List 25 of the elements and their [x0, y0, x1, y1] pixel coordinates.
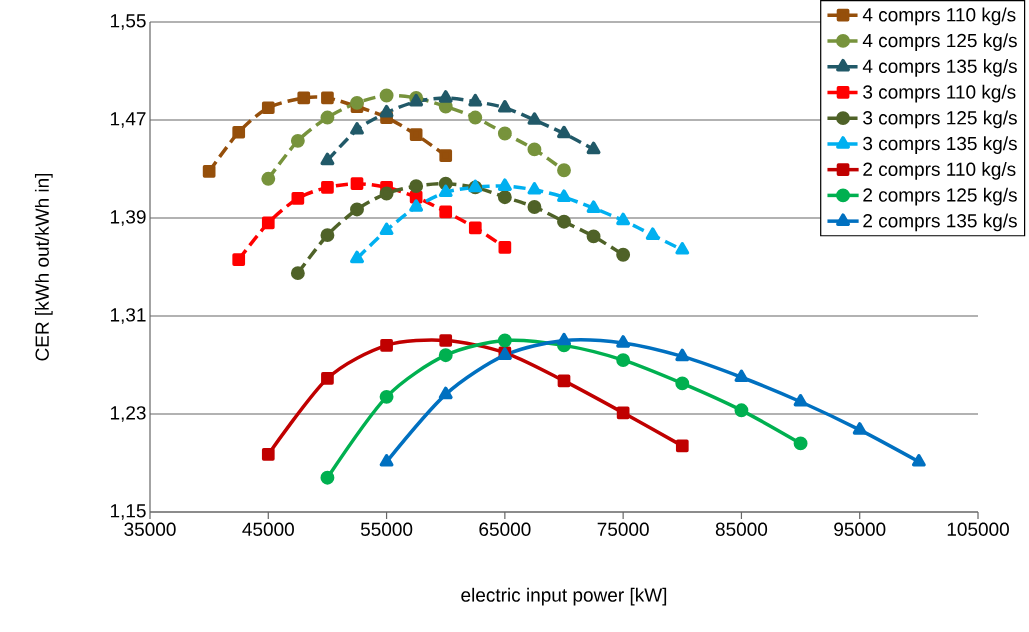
y-tick-label: 1,15	[110, 504, 146, 520]
y-tick-label: 1,31	[110, 308, 146, 324]
legend-label: 3 comprs 110 kg/s	[863, 84, 1016, 103]
x-tick-label: 75000	[597, 522, 649, 536]
legend-label: 3 comprs 135 kg/s	[863, 136, 1017, 154]
legend-label: 4 comprs 135 kg/s	[862, 59, 1017, 77]
legend-label: 4 comprs 110 kg/s	[862, 7, 1016, 26]
y-axis-title: CER [kWh out/kWh in]	[34, 173, 53, 361]
y-tick-label: 1,55	[110, 14, 146, 30]
x-tick-label: 35000	[124, 522, 176, 536]
legend-label: 4 comprs 125 kg/s	[862, 33, 1017, 51]
x-tick-label: 65000	[479, 522, 531, 536]
x-tick-label: 45000	[242, 522, 294, 536]
legend-label: 2 comprs 135 kg/s	[863, 213, 1017, 232]
x-axis-title: electric input power [kW]	[461, 587, 667, 606]
x-tick-label: 55000	[360, 522, 413, 536]
y-tick-label: 1,23	[110, 406, 146, 422]
x-tick-label: 95000	[834, 522, 886, 536]
legend-label: 2 comprs 110 kg/s	[863, 162, 1016, 180]
x-tick-label: 105000	[947, 522, 1009, 536]
legend-label: 2 comprs 125 kg/s	[863, 187, 1017, 206]
x-tick-label: 85000	[715, 522, 768, 536]
y-tick-label: 1,47	[110, 112, 146, 128]
legend-label: 3 comprs 125 kg/s	[863, 110, 1017, 129]
y-tick-label: 1,39	[110, 210, 146, 226]
